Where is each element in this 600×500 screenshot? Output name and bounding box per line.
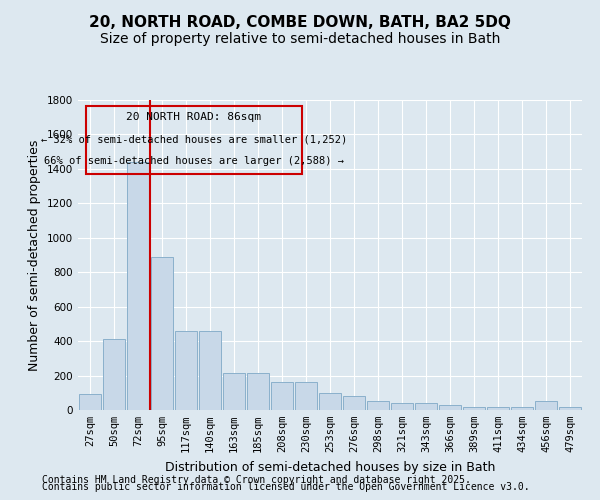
X-axis label: Distribution of semi-detached houses by size in Bath: Distribution of semi-detached houses by … (165, 460, 495, 473)
Bar (343, 396, 365, 410)
Text: 20 NORTH ROAD: 86sqm: 20 NORTH ROAD: 86sqm (127, 112, 262, 122)
Bar (247, 373, 269, 410)
Bar (559, 408, 581, 410)
Bar (535, 402, 557, 410)
Bar (415, 403, 437, 410)
Bar (463, 406, 485, 410)
Bar (319, 393, 341, 410)
Text: Contains public sector information licensed under the Open Government Licence v3: Contains public sector information licen… (42, 482, 530, 492)
Text: ← 32% of semi-detached houses are smaller (1,252): ← 32% of semi-detached houses are smalle… (41, 134, 347, 144)
Bar (175, 331, 197, 410)
Text: Size of property relative to semi-detached houses in Bath: Size of property relative to semi-detach… (100, 32, 500, 46)
Bar (223, 373, 245, 410)
Text: Contains HM Land Registry data © Crown copyright and database right 2025.: Contains HM Land Registry data © Crown c… (42, 475, 471, 485)
Bar (127, 162, 149, 410)
Bar (295, 382, 317, 410)
Text: 20, NORTH ROAD, COMBE DOWN, BATH, BA2 5DQ: 20, NORTH ROAD, COMBE DOWN, BATH, BA2 5D… (89, 15, 511, 30)
Bar (367, 400, 389, 410)
Y-axis label: Number of semi-detached properties: Number of semi-detached properties (28, 140, 41, 370)
Bar (511, 408, 533, 410)
Text: 66% of semi-detached houses are larger (2,588) →: 66% of semi-detached houses are larger (… (44, 156, 344, 166)
Bar (391, 403, 413, 410)
Bar (103, 338, 125, 410)
Bar (271, 382, 293, 410)
Bar (199, 331, 221, 410)
Bar (151, 256, 173, 410)
Bar (439, 405, 461, 410)
Bar (79, 394, 101, 410)
Bar (487, 408, 509, 410)
